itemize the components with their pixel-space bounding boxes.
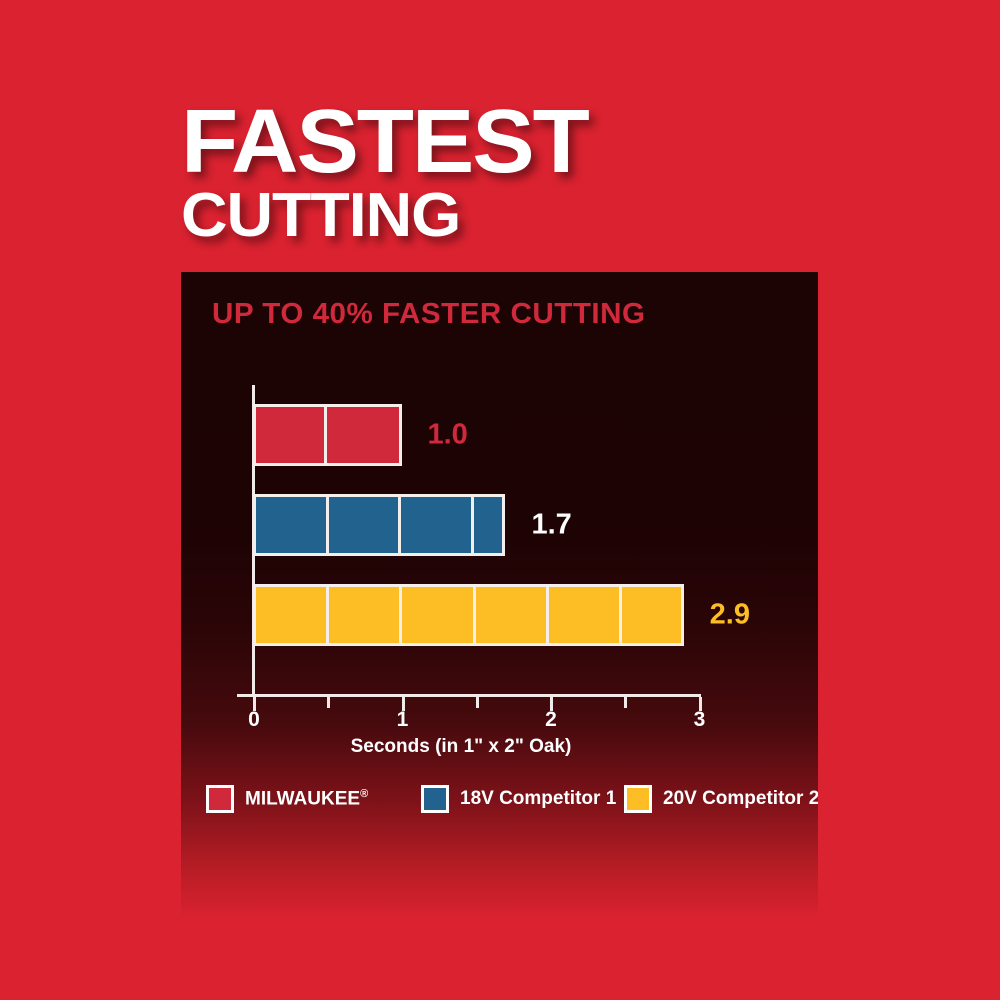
- x-axis-tick: [698, 697, 702, 711]
- x-axis-tick-label: 0: [248, 708, 260, 731]
- x-axis-tick-label: 2: [545, 708, 557, 731]
- x-axis-tick: [624, 697, 628, 708]
- legend-swatch: [624, 785, 652, 813]
- bar-value-label: 2.9: [709, 598, 750, 631]
- bar-segment: [328, 497, 401, 553]
- bar-segment: [256, 587, 330, 643]
- bar-value-label: 1.0: [427, 418, 468, 451]
- x-axis-tick-label: 3: [693, 708, 706, 731]
- x-axis-tick: [401, 697, 405, 711]
- bar-segment: [327, 407, 399, 463]
- bar-3: [253, 584, 684, 646]
- x-axis-tick: [253, 697, 256, 711]
- bar-track: [253, 584, 684, 646]
- legend-item-1: MILWAUKEE®: [206, 785, 368, 813]
- legend-label: 20V Competitor 2: [663, 788, 818, 809]
- x-axis-tick-label: 1: [396, 708, 409, 731]
- bar-segment: [329, 587, 403, 643]
- bar-track: [253, 494, 506, 556]
- legend-item-2: 18V Competitor 1: [421, 785, 616, 813]
- bar-segment: [622, 587, 681, 643]
- legend-item-3: 20V Competitor 2: [624, 785, 818, 813]
- legend-swatch: [421, 785, 449, 813]
- bar-segment: [475, 587, 549, 643]
- headline-block: FASTEST CUTTING: [181, 97, 881, 247]
- bar-segment: [402, 587, 476, 643]
- bar-1: [253, 404, 402, 466]
- x-axis-tick: [550, 697, 553, 711]
- bar-segment: [473, 497, 503, 553]
- plot-area: Seconds (in 1" x 2" Oak) 1.0 1.7 2.9 0 1 2 3: [181, 272, 818, 917]
- bar-segment: [256, 407, 328, 463]
- x-axis-label: Seconds (in 1" x 2" Oak): [350, 736, 572, 757]
- headline-line-2: CUTTING: [181, 181, 461, 251]
- legend-swatch: [206, 785, 234, 813]
- legend-label: 18V Competitor 1: [460, 788, 617, 809]
- legend-label: MILWAUKEE®: [245, 787, 369, 810]
- bar-track: [253, 404, 402, 466]
- chart-title: UP TO 40% FASTER CUTTING: [212, 298, 646, 330]
- x-axis-tick: [475, 697, 479, 708]
- chart-panel: UP TO 40% FASTER CUTTING Seconds (in 1" …: [181, 272, 818, 917]
- x-axis-line: [237, 694, 701, 697]
- x-axis-tick: [327, 697, 331, 708]
- bar-segment: [256, 497, 329, 553]
- headline-line-1: FASTEST: [181, 92, 590, 192]
- bar-2: [253, 494, 506, 556]
- bar-segment: [401, 497, 474, 553]
- bar-segment: [548, 587, 623, 643]
- bar-value-label: 1.7: [531, 508, 572, 541]
